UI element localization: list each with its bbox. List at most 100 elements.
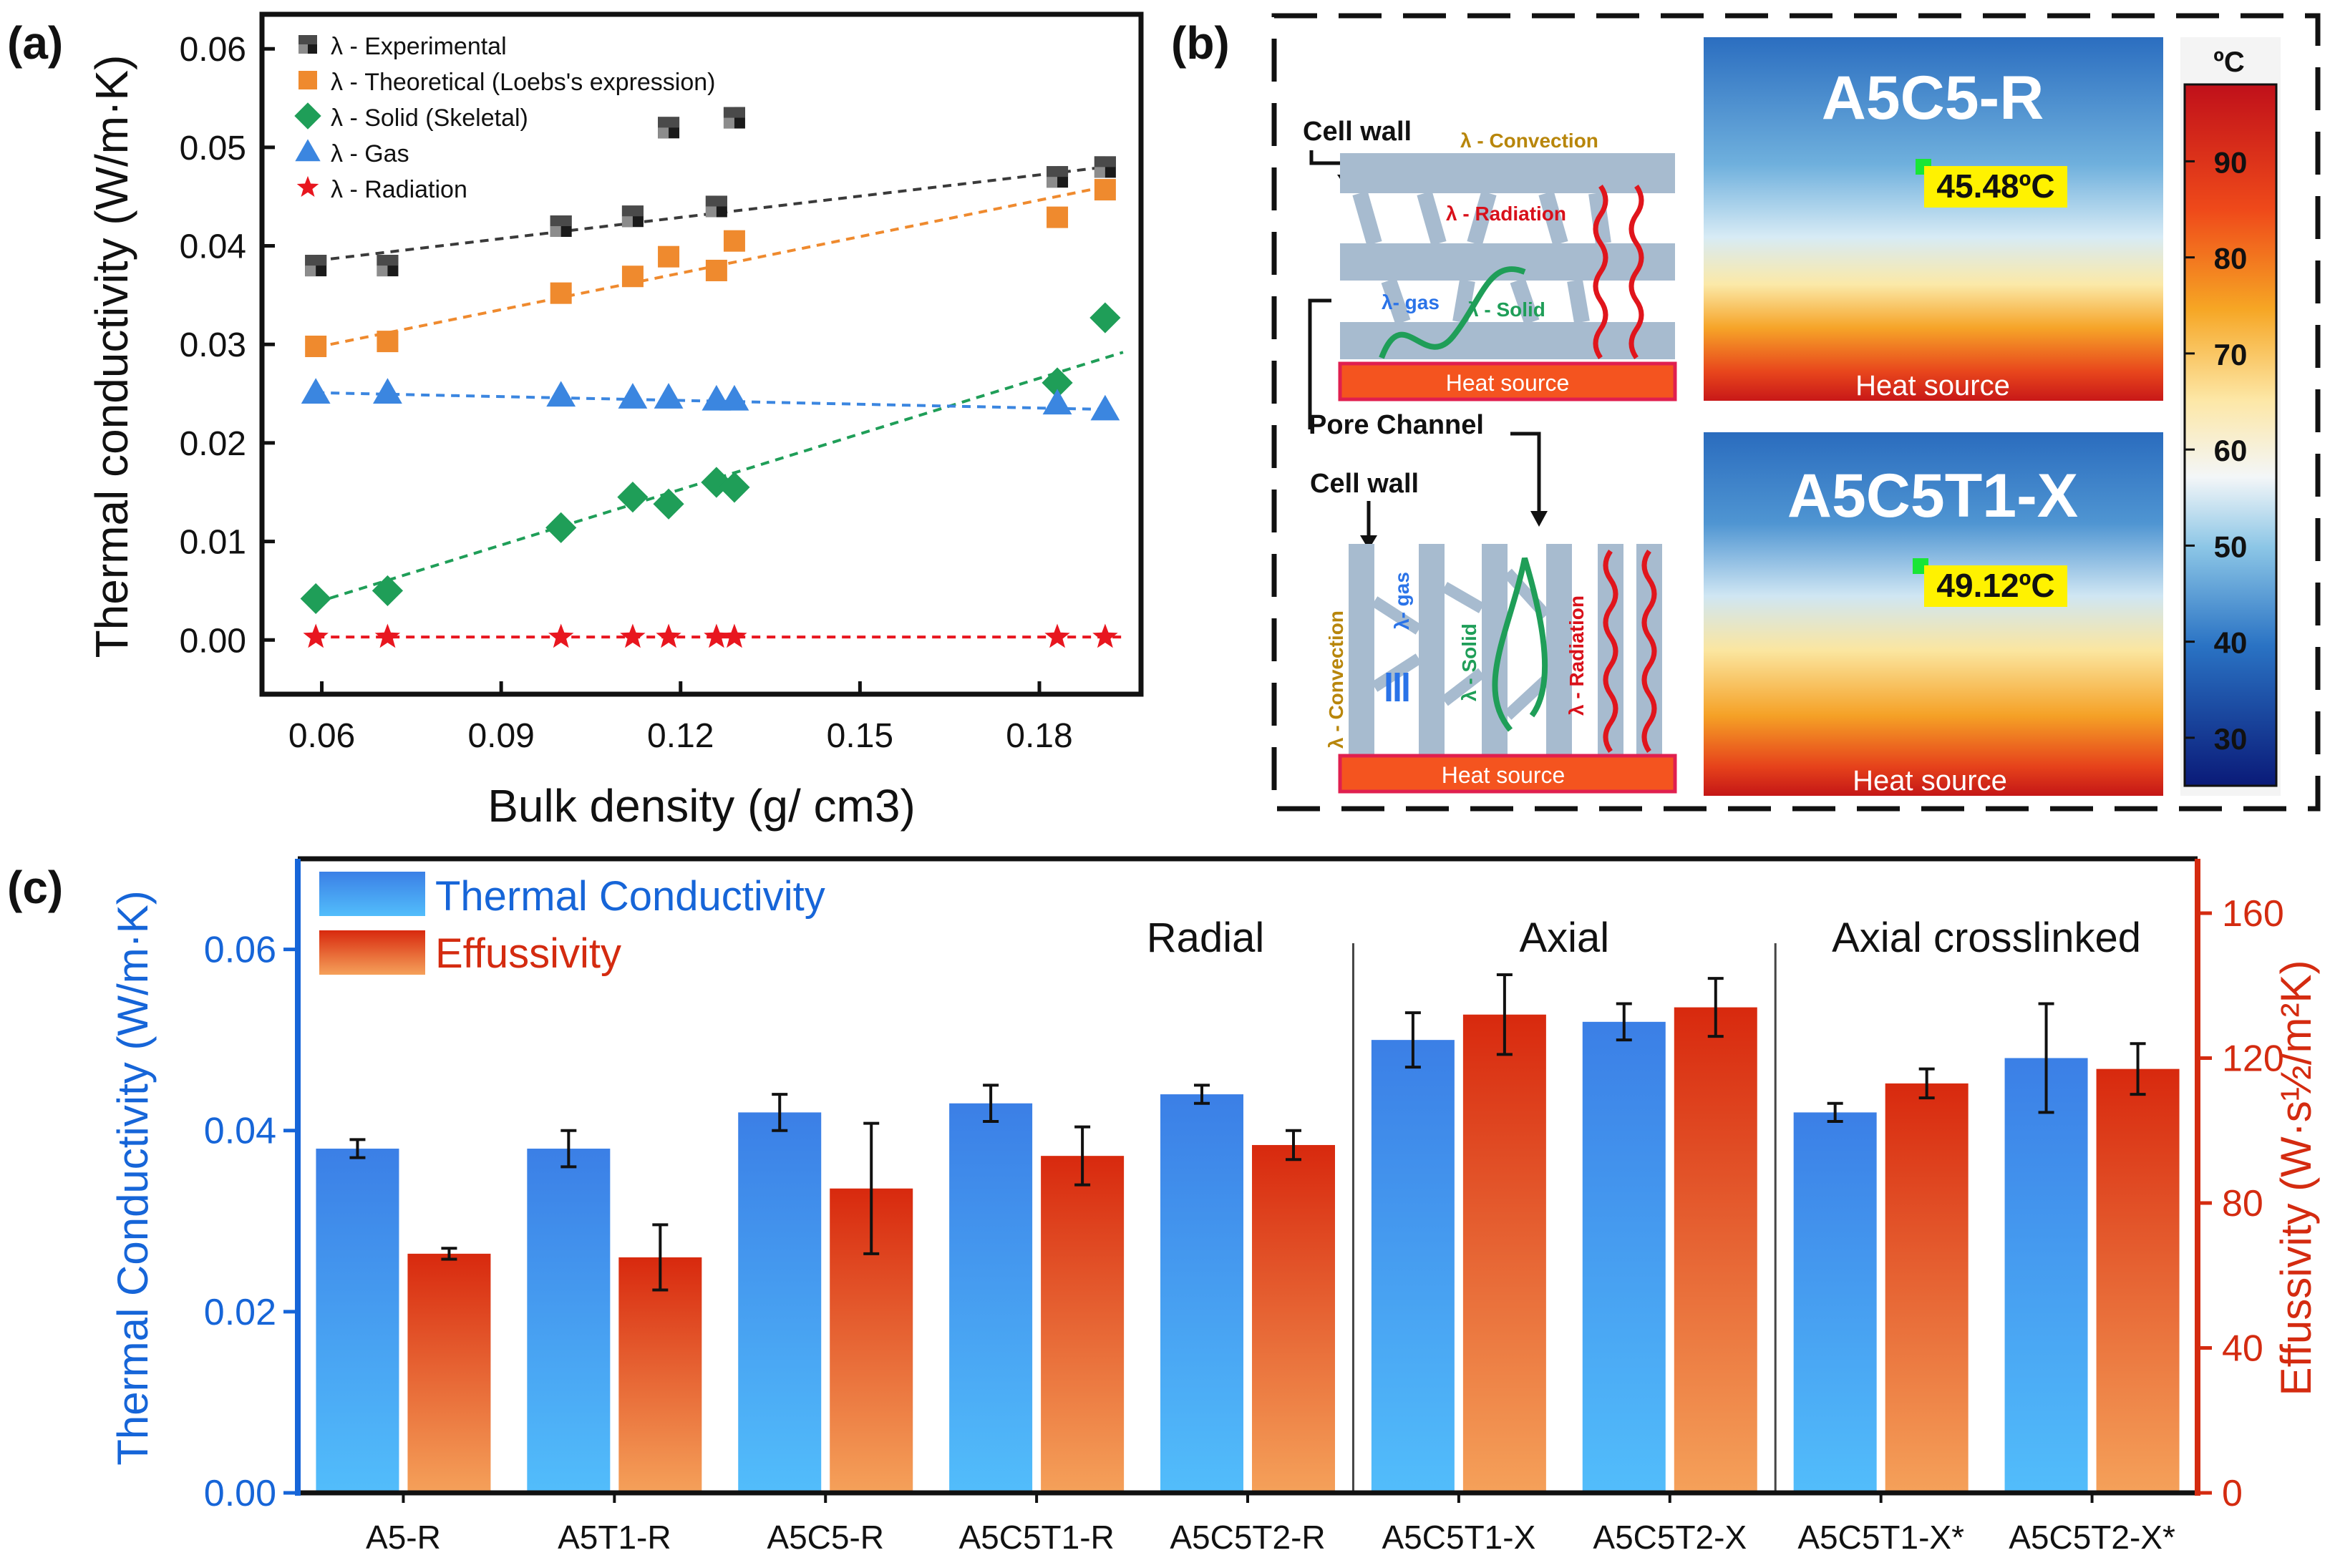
y-tick-label-right: 40 bbox=[2222, 1328, 2263, 1369]
colorbar-tick-label: 90 bbox=[2214, 145, 2248, 179]
heat-source-caption-bottom: Heat source bbox=[1853, 765, 2007, 797]
panel-label-b: (b) bbox=[1171, 17, 1230, 69]
heat-source-label-bottom: Heat source bbox=[1442, 762, 1566, 788]
bar-thermal-conductivity bbox=[949, 1103, 1033, 1493]
y-tick-label: 0.06 bbox=[180, 31, 246, 69]
data-point-half bbox=[550, 215, 572, 227]
axis-ticks: 0.06 0.09 0.12 0.15 0.18 0.00 0.01 0.02 0.03 0.04… bbox=[180, 31, 1073, 755]
legend-label: λ - Radiation bbox=[331, 176, 467, 203]
category-label: A5-R bbox=[366, 1519, 441, 1556]
data-point-radiation bbox=[656, 623, 681, 648]
solid-label-top: λ - Solid bbox=[1467, 298, 1545, 321]
data-point-half bbox=[621, 205, 644, 217]
vertical-cell-wall bbox=[1349, 544, 1374, 756]
category-label: A5C5T2-X* bbox=[2009, 1519, 2175, 1556]
data-point-solid bbox=[294, 102, 321, 130]
x-tick-label: 0.06 bbox=[288, 717, 355, 755]
bar-effusivity bbox=[1674, 1007, 1757, 1493]
panel-label-a: (a) bbox=[7, 17, 63, 69]
bar-effusivity bbox=[1041, 1156, 1125, 1493]
panel-label-c: (c) bbox=[7, 862, 63, 913]
y-tick-label-left: 0.04 bbox=[204, 1111, 276, 1152]
cell-wall-label-top: Cell wall bbox=[1303, 117, 1412, 147]
convection-label-bottom: λ - Convection bbox=[1325, 610, 1347, 749]
y-tick-label-right: 160 bbox=[2222, 893, 2284, 935]
data-point-solid bbox=[372, 575, 404, 607]
data-point-gas bbox=[546, 381, 576, 407]
heat-source-bar bbox=[1338, 754, 1677, 794]
temperature-reading-top: 45.48ºC bbox=[1936, 167, 2054, 205]
cell-wall-layer bbox=[1340, 153, 1675, 193]
y-tick-label: 0.05 bbox=[180, 130, 246, 167]
x-tick-label: 0.18 bbox=[1006, 717, 1072, 755]
vertical-cell-wall bbox=[1546, 544, 1572, 756]
colorbar-tick-label: 80 bbox=[2214, 242, 2248, 276]
colorbar-unit: ºC bbox=[2213, 47, 2245, 78]
group-label: Axial bbox=[1519, 915, 1609, 961]
radial-pore-schematic: Cell wall λ - Convection λ - Radiation λ… bbox=[1303, 117, 1677, 527]
data-point-solid bbox=[617, 482, 649, 513]
category-label: A5T1-R bbox=[558, 1519, 671, 1556]
y-tick-label-right: 0 bbox=[2222, 1473, 2243, 1514]
data-point-theoretical bbox=[621, 266, 644, 288]
scatter-chart: 0.06 0.09 0.12 0.15 0.18 0.00 0.01 0.02 0.03 0.04… bbox=[86, 11, 1144, 832]
data-point-theoretical bbox=[298, 71, 317, 89]
category-label: A5C5T1-R bbox=[958, 1519, 1114, 1556]
data-point-theoretical bbox=[1047, 206, 1069, 228]
cell-wall-layer bbox=[1340, 322, 1675, 359]
data-point-half bbox=[377, 255, 399, 266]
radiation-wave-icon bbox=[1593, 184, 1608, 360]
bars bbox=[316, 973, 2180, 1493]
bar-effusivity bbox=[618, 1257, 702, 1493]
legend-label: λ - Gas bbox=[331, 140, 409, 167]
data-point-theoretical bbox=[705, 259, 727, 281]
x-tick-label: 0.09 bbox=[467, 717, 534, 755]
data-point-half bbox=[658, 117, 680, 128]
bar-thermal-conductivity bbox=[1582, 1021, 1666, 1493]
data-point-gas bbox=[373, 378, 402, 404]
y-tick-label: 0.03 bbox=[180, 326, 246, 364]
sample-name-top: A5C5-R bbox=[1822, 64, 2044, 132]
heat-source-caption-top: Heat source bbox=[1855, 370, 2010, 401]
sample-name-bottom: A5C5T1-X bbox=[1787, 462, 2078, 530]
category-label: A5C5T1-X bbox=[1382, 1519, 1536, 1556]
data-point-gas bbox=[1042, 389, 1072, 415]
data-point-solid bbox=[1089, 302, 1121, 333]
data-point-gas bbox=[295, 139, 321, 162]
data-point-gas bbox=[719, 384, 749, 411]
y-tick-label: 0.00 bbox=[180, 622, 246, 660]
category-label: A5C5T1-X* bbox=[1797, 1519, 1964, 1556]
data-point-solid bbox=[1042, 367, 1073, 399]
colorbar-tick-label: 30 bbox=[2214, 722, 2248, 756]
radiation-label-top: λ - Radiation bbox=[1446, 203, 1566, 225]
group-label: Axial crosslinked bbox=[1832, 915, 2141, 961]
data-point-solid bbox=[701, 467, 732, 498]
plot-frame bbox=[259, 11, 1144, 697]
gas-arrow-icon bbox=[1386, 673, 1409, 701]
axis-ticks: A5-R A5T1-R A5C5-R A5C5T1-R A5C5T2-R A5C5T1-X… bbox=[204, 893, 2284, 1556]
bar-effusivity bbox=[407, 1253, 491, 1493]
radiation-wave-icon bbox=[1641, 549, 1657, 754]
legend-label-tc: Thermal Conductivity bbox=[435, 873, 825, 920]
y-tick-label-right: 120 bbox=[2222, 1038, 2284, 1079]
bar-thermal-conductivity bbox=[1371, 1040, 1455, 1493]
data-point-half bbox=[305, 255, 327, 266]
bar-thermal-conductivity bbox=[738, 1112, 822, 1493]
category-label: A5C5T2-X bbox=[1593, 1519, 1747, 1556]
bar-effusivity bbox=[2096, 1068, 2180, 1493]
bar-thermal-conductivity bbox=[1793, 1112, 1877, 1493]
colorbar-gradient bbox=[2183, 83, 2278, 787]
data-point-theoretical bbox=[658, 245, 680, 268]
data-point-theoretical bbox=[377, 331, 399, 353]
radiation-wave-icon bbox=[1628, 184, 1644, 360]
vertical-cell-wall bbox=[1419, 544, 1445, 756]
data-point-half bbox=[298, 35, 317, 44]
data-point-solid bbox=[300, 583, 331, 615]
bar-chart: Radial Axial Axial crosslinked A5-R A5T1-R A… bbox=[109, 856, 2320, 1556]
legend: λ - Experimental λ - Theoretical (Loebs's… bbox=[294, 33, 716, 203]
bar-thermal-conductivity bbox=[1160, 1094, 1243, 1493]
legend-label: λ - Theoretical (Loebs's expression) bbox=[331, 69, 716, 96]
bar-effusivity bbox=[1462, 1014, 1546, 1493]
y-axis-label: Thermal conductivity (W/m·K) bbox=[86, 55, 137, 658]
temperature-badge bbox=[1924, 166, 2067, 208]
